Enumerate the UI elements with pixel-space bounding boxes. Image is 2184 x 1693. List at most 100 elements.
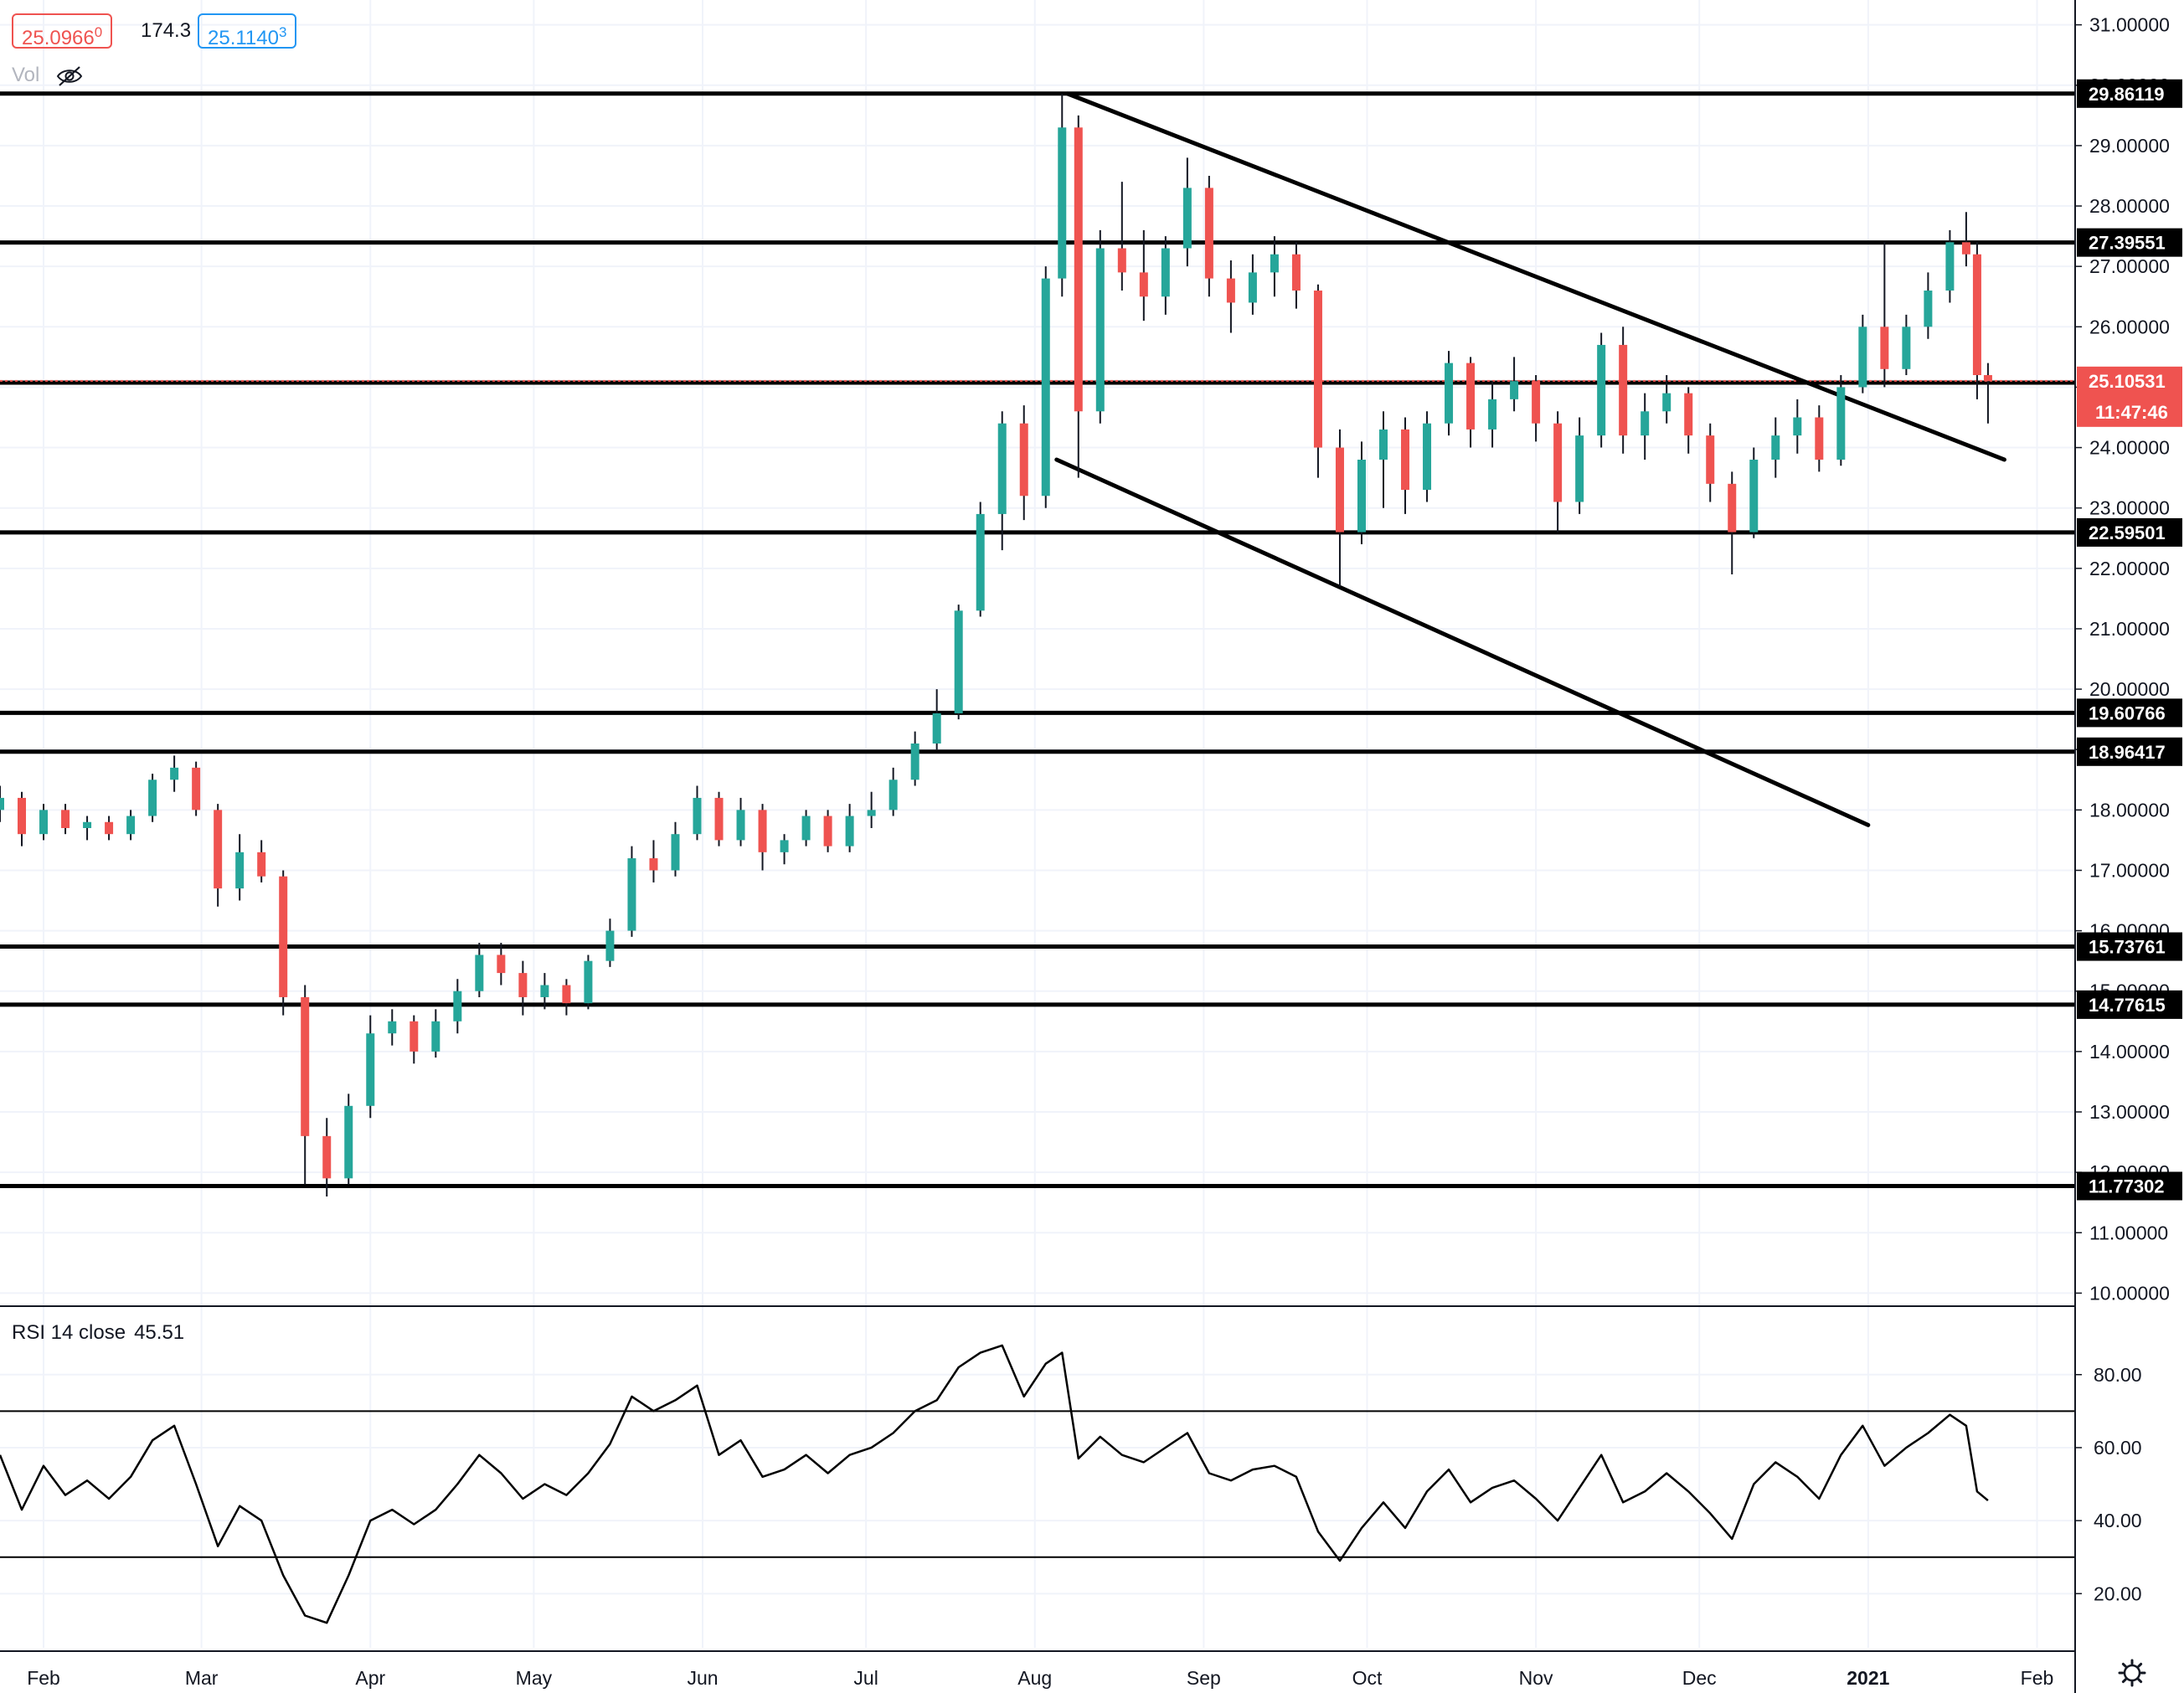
candle-body (1313, 291, 1322, 448)
candle (845, 804, 854, 852)
level-price-tag-label: 14.77615 (2089, 995, 2166, 1016)
candle (1619, 327, 1628, 454)
candle (497, 943, 506, 985)
candle-body (1597, 344, 1606, 436)
candle (649, 840, 658, 883)
x-tick-label: Jun (687, 1667, 718, 1689)
candle-body (758, 810, 767, 852)
candle (693, 785, 702, 841)
settings-gear-icon[interactable] (2118, 1659, 2146, 1687)
candle (148, 774, 157, 822)
candle-body (1641, 411, 1650, 436)
candle (214, 804, 223, 907)
candle (1248, 254, 1257, 315)
x-tick-label: Sep (1187, 1667, 1221, 1689)
candle-body (1357, 459, 1366, 533)
candle-body (1706, 435, 1715, 484)
candle-body (1619, 344, 1628, 436)
rsi-tick-label: 20.00 (2094, 1582, 2142, 1604)
candle (605, 919, 615, 967)
candle-body (1945, 242, 1955, 291)
candle (1139, 229, 1148, 322)
candle (1182, 157, 1192, 267)
open-price-superscript: 0 (94, 24, 103, 40)
candle-body (366, 1033, 375, 1106)
candle (1532, 375, 1541, 442)
candle (823, 810, 832, 852)
candle (1858, 314, 1867, 394)
candle (1684, 387, 1693, 454)
candle (1575, 417, 1584, 514)
rsi-tick-label: 40.00 (2094, 1510, 2142, 1531)
grid-lines (0, 0, 2075, 1648)
candle (1793, 399, 1802, 454)
candle-body (18, 797, 27, 835)
candle-body (410, 1021, 419, 1052)
candle (1357, 441, 1366, 544)
rsi-tick-label: 60.00 (2094, 1437, 2142, 1459)
candle-body (1575, 435, 1584, 502)
candle-body (1749, 459, 1759, 533)
horizontal-levels (0, 91, 2075, 1189)
y-tick-label: 10.00000 (2089, 1282, 2170, 1304)
candle-body (1445, 363, 1454, 424)
x-tick-label: Feb (27, 1667, 60, 1689)
candle-body (1182, 188, 1192, 249)
candle (235, 834, 245, 901)
candle (344, 1094, 353, 1185)
level-price-tag-label: 27.39551 (2089, 233, 2166, 254)
candle-body (214, 810, 223, 889)
volume-indicator-label[interactable]: Vol (12, 64, 40, 86)
candle (997, 411, 1007, 551)
candle-body (1095, 248, 1105, 412)
price-axis: 10.0000011.0000012.0000013.0000014.00000… (2074, 0, 2182, 1693)
x-tick-label: Oct (1352, 1667, 1383, 1689)
rsi-legend-value: 45.51 (134, 1321, 185, 1344)
candle (366, 1015, 375, 1119)
candle (18, 791, 27, 846)
candle (1902, 314, 1911, 375)
candle (1961, 212, 1970, 267)
candle-body (279, 876, 288, 997)
level-price-tag (2077, 1171, 2182, 1201)
y-tick-label: 18.00000 (2089, 799, 2170, 821)
level-price-tag (2077, 698, 2182, 728)
rsi-legend[interactable]: RSI 14 close 45.51 (12, 1321, 184, 1345)
candle-body (1058, 127, 1067, 279)
rsi-legend-label: RSI 14 close (12, 1321, 126, 1344)
candle-body (954, 610, 963, 713)
candle-body (845, 816, 854, 846)
candle (1815, 405, 1824, 472)
candle (910, 731, 919, 786)
y-tick-label: 14.00000 (2089, 1041, 2170, 1063)
candle-body (1248, 272, 1257, 303)
candle (1553, 411, 1563, 533)
x-tick-label: Dec (1682, 1667, 1717, 1689)
y-tick-label: 17.00000 (2089, 859, 2170, 881)
candle (0, 785, 4, 822)
candle-body (584, 960, 593, 1004)
x-tick-label: Feb (2021, 1667, 2054, 1689)
candle (584, 955, 593, 1010)
candle-body (1662, 393, 1671, 412)
candle (562, 979, 571, 1016)
candle (1335, 429, 1344, 587)
close-price-box: 25.11403 (198, 13, 297, 49)
candle (1597, 332, 1606, 448)
eye-hidden-icon[interactable] (55, 65, 84, 87)
y-tick-label: 20.00000 (2089, 678, 2170, 700)
candle (1728, 471, 1737, 575)
trendline-upper (1065, 91, 2006, 462)
candle-body (475, 955, 484, 991)
candle (105, 816, 114, 841)
candle (1058, 93, 1067, 297)
candle-body (1880, 327, 1889, 369)
candle (867, 791, 876, 828)
candle (322, 1118, 332, 1196)
candle-body (736, 810, 745, 841)
rsi-tick-label: 80.00 (2094, 1364, 2142, 1386)
candle (39, 804, 49, 841)
candle (1662, 375, 1671, 424)
